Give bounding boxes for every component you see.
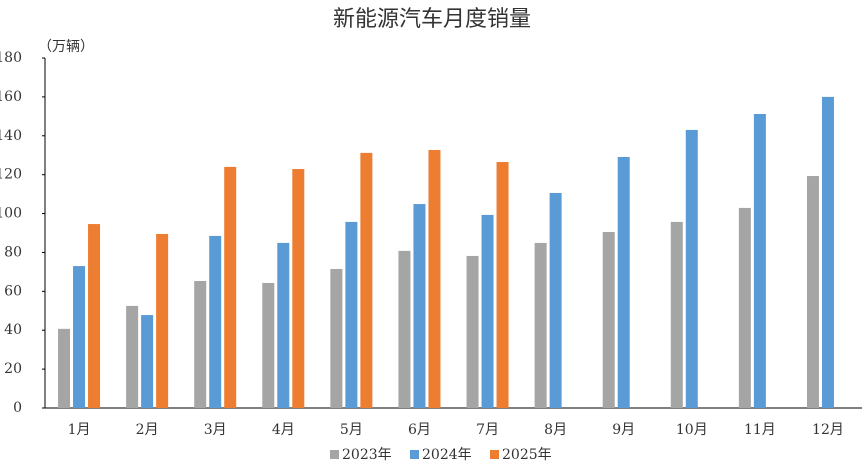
bar (330, 268, 343, 408)
y-tick-label: 140 (0, 128, 22, 144)
bar (58, 328, 71, 408)
bar (224, 166, 237, 408)
bar (126, 305, 139, 408)
bar (277, 242, 290, 408)
x-tick-label: 12月 (812, 422, 844, 438)
legend-label: 2023年 (342, 447, 392, 463)
y-tick-label: 160 (0, 89, 22, 105)
bar (141, 315, 154, 408)
bar (481, 214, 494, 408)
chart-title: 新能源汽车月度销量 (333, 7, 531, 32)
bar (413, 204, 426, 408)
y-tick-label: 120 (0, 167, 22, 183)
legend-swatch (330, 450, 339, 459)
bar (262, 282, 275, 408)
x-tick-label: 1月 (68, 422, 91, 438)
y-tick-label: 40 (4, 322, 22, 338)
y-tick-label: 20 (4, 361, 22, 377)
bar (685, 129, 698, 408)
bar (209, 235, 222, 408)
bar (549, 192, 562, 408)
x-tick-label: 4月 (272, 422, 295, 438)
bar (806, 176, 819, 408)
x-tick-label: 8月 (544, 422, 567, 438)
x-tick-label: 5月 (340, 422, 363, 438)
bar (602, 232, 615, 408)
bar (428, 149, 441, 408)
bar (738, 207, 751, 408)
bar (670, 221, 683, 408)
x-tick-label: 3月 (204, 422, 227, 438)
bar (156, 233, 169, 408)
y-tick-label: 100 (0, 206, 22, 222)
legend-swatch (490, 450, 499, 459)
legend-label: 2024年 (422, 447, 472, 463)
bar (360, 152, 373, 408)
bar (534, 242, 547, 408)
bar (88, 224, 101, 408)
bar (753, 114, 766, 408)
x-tick-label: 6月 (408, 422, 431, 438)
legend-label: 2025年 (502, 447, 552, 463)
y-tick-label: 180 (0, 50, 22, 66)
x-tick-label: 9月 (612, 422, 635, 438)
y-unit-label: （万辆） (38, 39, 94, 55)
x-tick-label: 2月 (136, 422, 159, 438)
x-tick-label: 11月 (744, 422, 776, 438)
legend-swatch (410, 450, 419, 459)
x-tick-label: 7月 (476, 422, 499, 438)
bar (194, 281, 207, 408)
bar (496, 162, 509, 408)
bar (345, 221, 358, 408)
bar (398, 250, 411, 408)
bar (73, 266, 86, 408)
y-tick-label: 0 (13, 400, 22, 416)
y-tick-label: 60 (4, 283, 22, 299)
bar (821, 96, 834, 408)
bar (292, 169, 305, 408)
x-tick-label: 10月 (676, 422, 708, 438)
bar (617, 156, 630, 408)
y-tick-label: 80 (4, 244, 22, 260)
bar (466, 255, 479, 408)
